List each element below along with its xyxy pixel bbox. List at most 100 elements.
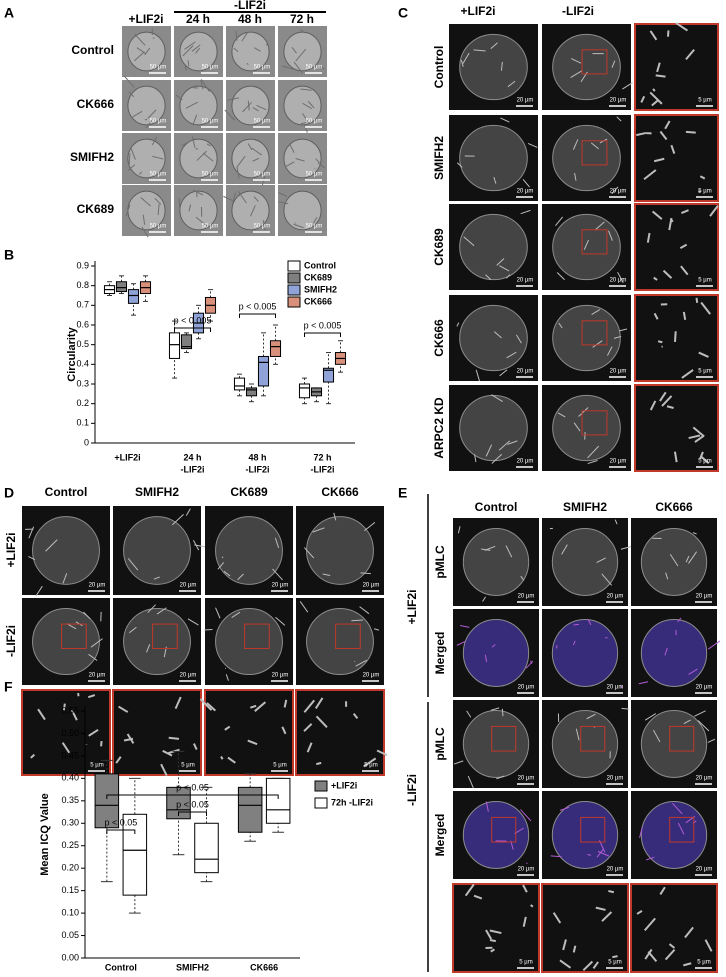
texture <box>252 107 259 112</box>
texture <box>87 694 96 699</box>
texture <box>697 720 710 732</box>
texture <box>669 218 674 223</box>
row-label: -LIF2i <box>4 625 18 657</box>
texture <box>587 445 600 459</box>
texture <box>595 906 606 911</box>
zoom-box <box>244 623 270 649</box>
annotation: p < 0.05 <box>176 799 209 809</box>
micrograph <box>634 114 719 202</box>
x-tick-label: 48 h <box>248 452 266 462</box>
texture <box>484 654 488 663</box>
texture <box>256 104 267 111</box>
texture <box>562 939 567 951</box>
texture <box>596 557 606 564</box>
scale-bar-label: 20 µm <box>517 189 534 195</box>
cell-colony <box>640 710 708 778</box>
texture <box>656 62 661 73</box>
cell-colony <box>640 619 708 687</box>
zoom-box <box>61 623 87 649</box>
texture <box>457 526 461 534</box>
scale-bar-label: 20 µm <box>363 673 380 679</box>
texture <box>250 704 257 709</box>
texture <box>283 699 288 708</box>
cell-colony <box>640 801 708 869</box>
texture <box>500 117 510 123</box>
texture <box>127 558 139 571</box>
texture <box>187 618 199 626</box>
texture <box>636 910 643 915</box>
texture <box>315 158 320 164</box>
scale-bar-label: 5 µm <box>273 763 286 769</box>
texture <box>199 698 213 711</box>
texture <box>187 60 190 67</box>
zoom-box <box>580 725 606 752</box>
scale-bar-label: 20 µm <box>610 459 627 465</box>
texture <box>195 47 201 54</box>
y-tick-label: 0.3 <box>76 378 89 388</box>
scale-bar-label: 5 µm <box>698 369 711 375</box>
texture <box>681 209 689 215</box>
significance-bracket <box>106 794 279 799</box>
texture <box>236 167 240 179</box>
row-label: ARPC2 KD <box>432 397 446 459</box>
panel-label: D <box>4 485 14 501</box>
texture <box>152 155 164 160</box>
texture <box>302 113 310 124</box>
texture <box>235 30 238 41</box>
texture <box>312 527 325 533</box>
texture <box>489 939 496 943</box>
scale-bar-label: 20 µm <box>518 685 535 691</box>
texture <box>83 611 91 620</box>
y-tick-label: 0.4 <box>76 359 89 369</box>
column-header: CK666 <box>321 485 359 499</box>
texture <box>707 640 721 650</box>
texture <box>185 508 191 516</box>
cell-colony <box>459 304 528 372</box>
texture <box>35 585 43 597</box>
texture <box>363 757 377 768</box>
texture <box>613 335 622 339</box>
scale-bar-label: 20 µm <box>696 594 713 600</box>
x-tick-sublabel: -LIF2i <box>246 464 270 474</box>
y-tick-label: 0.10 <box>61 907 79 917</box>
texture <box>557 412 566 418</box>
texture <box>200 79 204 90</box>
texture <box>520 809 532 822</box>
texture <box>493 331 502 339</box>
cell-colony <box>459 394 528 462</box>
texture <box>572 640 576 646</box>
cell-colony <box>215 607 283 676</box>
texture <box>142 214 146 225</box>
cell-colony <box>32 516 100 585</box>
zoom-box <box>669 816 695 843</box>
texture <box>303 547 315 559</box>
texture <box>141 226 149 238</box>
texture <box>456 640 466 646</box>
column-header: 72 h <box>290 12 314 26</box>
legend-swatch <box>287 272 301 284</box>
texture <box>360 572 371 575</box>
texture <box>241 32 249 42</box>
texture <box>467 775 474 788</box>
texture <box>174 696 182 710</box>
texture <box>175 94 183 101</box>
micrograph <box>204 689 294 776</box>
texture <box>90 638 103 648</box>
scale-bar-label: 5 µm <box>181 763 194 769</box>
box <box>122 813 148 896</box>
texture <box>572 139 579 150</box>
texture <box>491 453 503 464</box>
x-tick-label: SMIFH2 <box>176 962 209 972</box>
column-group: -LIF2i <box>234 0 266 12</box>
texture <box>596 848 605 858</box>
cell-colony <box>283 31 322 72</box>
texture <box>500 61 503 71</box>
texture <box>223 195 233 202</box>
texture <box>683 962 692 967</box>
texture <box>473 49 486 52</box>
cell-colony <box>127 85 166 126</box>
texture <box>144 118 148 121</box>
texture <box>206 143 211 147</box>
texture <box>136 47 147 55</box>
